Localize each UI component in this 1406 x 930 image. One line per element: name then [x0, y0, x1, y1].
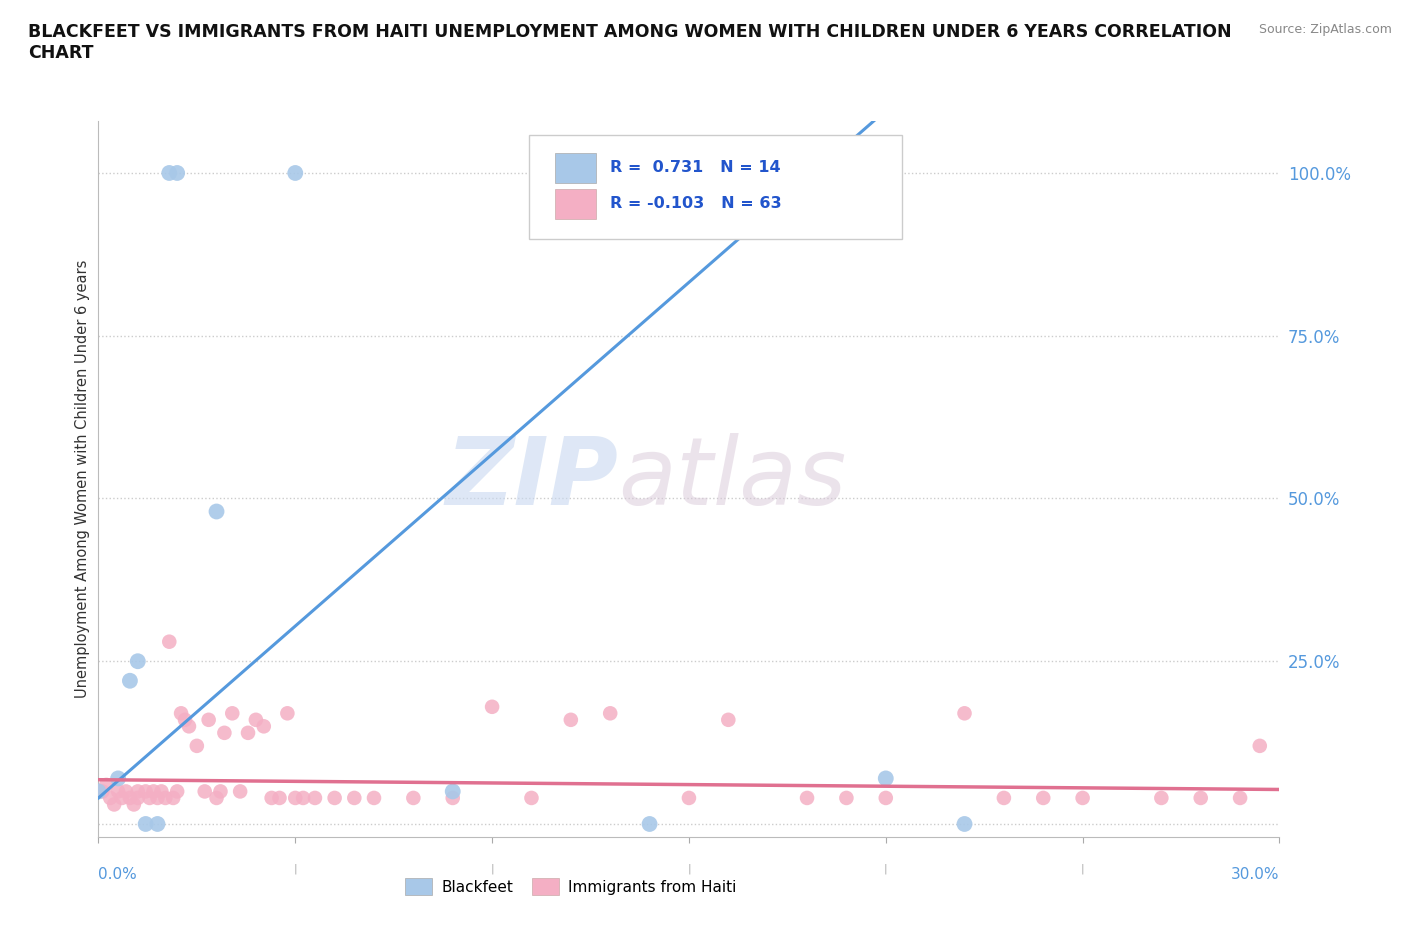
Text: |: | — [491, 863, 494, 874]
Point — [599, 706, 621, 721]
Point — [363, 790, 385, 805]
Point — [638, 817, 661, 831]
Point — [209, 784, 232, 799]
Point — [284, 166, 307, 180]
Point — [520, 790, 543, 805]
Text: BLACKFEET VS IMMIGRANTS FROM HAITI UNEMPLOYMENT AMONG WOMEN WITH CHILDREN UNDER : BLACKFEET VS IMMIGRANTS FROM HAITI UNEMP… — [28, 23, 1232, 62]
Point — [1150, 790, 1173, 805]
Point — [146, 817, 169, 831]
Point — [111, 790, 134, 805]
Text: R =  0.731   N = 14: R = 0.731 N = 14 — [610, 160, 780, 175]
Point — [229, 784, 252, 799]
Text: R = -0.103   N = 63: R = -0.103 N = 63 — [610, 195, 782, 211]
Point — [87, 784, 110, 799]
Text: atlas: atlas — [619, 433, 846, 525]
FancyBboxPatch shape — [530, 135, 901, 239]
Point — [142, 784, 165, 799]
Point — [162, 790, 184, 805]
Point — [118, 673, 141, 688]
Point — [292, 790, 315, 805]
Point — [245, 712, 267, 727]
Point — [150, 784, 173, 799]
Point — [91, 784, 114, 799]
Text: |: | — [294, 863, 297, 874]
Point — [1032, 790, 1054, 805]
Text: 30.0%: 30.0% — [1232, 867, 1279, 882]
Text: 0.0%: 0.0% — [98, 867, 138, 882]
Y-axis label: Unemployment Among Women with Children Under 6 years: Unemployment Among Women with Children U… — [75, 259, 90, 698]
Point — [166, 166, 188, 180]
Text: |: | — [688, 863, 690, 874]
Point — [197, 712, 219, 727]
Point — [87, 784, 110, 799]
Point — [135, 784, 157, 799]
Point — [103, 797, 125, 812]
Point — [441, 790, 464, 805]
Point — [269, 790, 291, 805]
Point — [157, 634, 180, 649]
Point — [875, 790, 897, 805]
Point — [1229, 790, 1251, 805]
Point — [323, 790, 346, 805]
Point — [174, 712, 197, 727]
Point — [221, 706, 243, 721]
Legend: Blackfeet, Immigrants from Haiti: Blackfeet, Immigrants from Haiti — [399, 872, 742, 901]
Point — [107, 784, 129, 799]
Point — [835, 790, 858, 805]
Point — [796, 790, 818, 805]
Point — [953, 706, 976, 721]
Point — [993, 790, 1015, 805]
Point — [1189, 790, 1212, 805]
Text: |: | — [1081, 863, 1084, 874]
Point — [157, 166, 180, 180]
Point — [107, 771, 129, 786]
Point — [98, 790, 121, 805]
Point — [177, 719, 200, 734]
Point — [115, 784, 138, 799]
Point — [236, 725, 259, 740]
Point — [127, 790, 149, 805]
Point — [276, 706, 298, 721]
Point — [953, 817, 976, 831]
Point — [96, 777, 118, 792]
Point — [717, 712, 740, 727]
Point — [1071, 790, 1094, 805]
Point — [304, 790, 326, 805]
Point — [170, 706, 193, 721]
FancyBboxPatch shape — [555, 189, 596, 219]
Point — [127, 654, 149, 669]
Point — [875, 771, 897, 786]
Point — [166, 784, 188, 799]
Point — [135, 817, 157, 831]
Point — [205, 790, 228, 805]
Point — [186, 738, 208, 753]
Point — [441, 784, 464, 799]
Point — [1249, 738, 1271, 753]
Point — [127, 784, 149, 799]
Point — [146, 790, 169, 805]
Point — [253, 719, 276, 734]
Point — [284, 790, 307, 805]
Text: |: | — [884, 863, 887, 874]
Point — [155, 790, 177, 805]
Point — [481, 699, 503, 714]
Point — [138, 790, 160, 805]
Point — [402, 790, 425, 805]
Point — [194, 784, 217, 799]
FancyBboxPatch shape — [555, 153, 596, 183]
Point — [214, 725, 236, 740]
Text: ZIP: ZIP — [446, 433, 619, 525]
Text: Source: ZipAtlas.com: Source: ZipAtlas.com — [1258, 23, 1392, 36]
Point — [678, 790, 700, 805]
Point — [260, 790, 283, 805]
Point — [205, 504, 228, 519]
Point — [122, 797, 145, 812]
Point — [343, 790, 366, 805]
Point — [560, 712, 582, 727]
Point — [118, 790, 141, 805]
